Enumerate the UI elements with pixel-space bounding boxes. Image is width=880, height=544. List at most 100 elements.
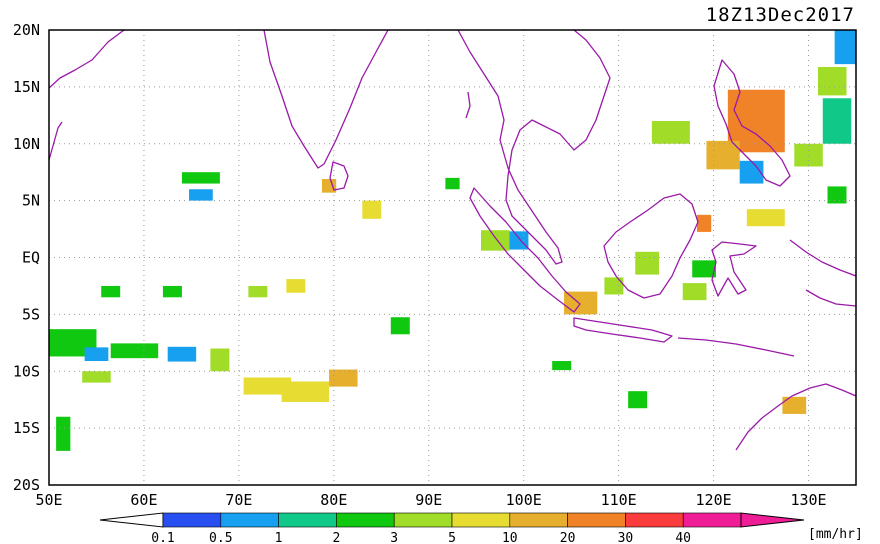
coastline-horn-of-africa bbox=[49, 121, 63, 161]
colorbar-label: 40 bbox=[675, 531, 691, 544]
coastline-borneo bbox=[603, 193, 699, 299]
rain-cell bbox=[628, 391, 648, 409]
lon-tick-label: 120E bbox=[696, 491, 732, 509]
rain-cell bbox=[692, 260, 716, 278]
coastline-moluccas bbox=[805, 289, 856, 307]
lon-tick-label: 70E bbox=[225, 491, 252, 509]
lat-tick-label: 15N bbox=[13, 78, 40, 96]
lat-tick-label: 15S bbox=[13, 419, 40, 437]
coastline-new-guinea bbox=[789, 239, 856, 277]
colorbar-label: 0.1 bbox=[151, 531, 174, 544]
lon-tick-label: 110E bbox=[601, 491, 637, 509]
axis-labels: 50E 60E 70E 80E 90E 100E 110E 120E 130E 20N 15N 10N… bbox=[13, 21, 827, 509]
rain-cell bbox=[110, 343, 159, 359]
rain-layer bbox=[49, 30, 856, 451]
rain-cell bbox=[834, 30, 856, 65]
rain-cell bbox=[181, 172, 220, 184]
rain-cell bbox=[362, 200, 382, 219]
rain-cell bbox=[243, 377, 292, 395]
rain-cell bbox=[822, 98, 852, 144]
lat-tick-label: EQ bbox=[22, 249, 40, 267]
colorbar-segment bbox=[625, 512, 684, 528]
rain-cell bbox=[604, 277, 624, 295]
colorbar-segment bbox=[509, 512, 568, 528]
coastline-sumatra bbox=[469, 187, 581, 313]
rain-cell bbox=[189, 189, 213, 201]
rain-cell bbox=[329, 369, 358, 387]
colorbar-label: 20 bbox=[560, 531, 576, 544]
lon-tick-label: 90E bbox=[415, 491, 442, 509]
coastline-java bbox=[573, 317, 673, 343]
rain-cell bbox=[818, 66, 847, 96]
units-label: [mm/hr] bbox=[808, 527, 863, 542]
rain-cell bbox=[739, 160, 764, 184]
rain-cell bbox=[635, 251, 659, 275]
lon-tick-label: 50E bbox=[35, 491, 62, 509]
coastline-australia bbox=[735, 383, 856, 451]
rain-cell bbox=[248, 285, 268, 298]
lat-tick-label: 10S bbox=[13, 362, 40, 380]
rain-cell bbox=[321, 179, 337, 193]
colorbar-segment bbox=[162, 512, 222, 528]
colorbar: 0.1 0.5 1 2 3 5 10 20 30 40 bbox=[99, 512, 805, 544]
coastline-arabia bbox=[49, 30, 125, 89]
colorbar-label: 10 bbox=[502, 531, 518, 544]
lon-tick-label: 80E bbox=[320, 491, 347, 509]
lat-tick-label: 5N bbox=[22, 192, 40, 210]
colorbar-segment bbox=[220, 512, 279, 528]
lat-tick-label: 5S bbox=[22, 305, 40, 323]
colorbar-segment bbox=[567, 512, 626, 528]
rain-cell bbox=[167, 346, 197, 362]
colorbar-segment bbox=[336, 512, 395, 528]
rain-cell bbox=[445, 177, 460, 190]
grid-lines bbox=[49, 30, 856, 485]
colorbar-label: 30 bbox=[618, 531, 634, 544]
coastline-lesser-sunda bbox=[677, 337, 795, 357]
coastline-malay-peninsula bbox=[457, 30, 611, 265]
rain-cell bbox=[82, 371, 111, 383]
rain-cell bbox=[281, 381, 330, 402]
coastlines bbox=[49, 30, 856, 451]
rain-cell bbox=[746, 209, 785, 227]
coastline-sulawesi bbox=[711, 241, 757, 297]
rain-cell bbox=[696, 214, 712, 232]
colorbar-over-triangle bbox=[740, 512, 805, 528]
rain-cell bbox=[56, 416, 71, 451]
rain-cell bbox=[827, 186, 847, 204]
coastline-sri-lanka bbox=[329, 161, 349, 191]
colorbar-label: 2 bbox=[332, 531, 340, 544]
colorbar-label: 1 bbox=[275, 531, 283, 544]
colorbar-label: 0.5 bbox=[209, 531, 232, 544]
coastline-andaman bbox=[465, 91, 471, 119]
coastline-india bbox=[263, 30, 389, 169]
lon-tick-label: 100E bbox=[506, 491, 542, 509]
rain-cell bbox=[480, 230, 510, 251]
colorbar-segment bbox=[278, 512, 337, 528]
rain-cell bbox=[101, 285, 121, 298]
rain-cell bbox=[509, 231, 529, 250]
colorbar-segment bbox=[451, 512, 511, 528]
rain-cell bbox=[782, 396, 807, 414]
lon-tick-label: 130E bbox=[790, 491, 826, 509]
rain-cell bbox=[552, 361, 572, 371]
rain-cell bbox=[286, 279, 306, 293]
plot-frame bbox=[48, 29, 857, 486]
lat-tick-label: 20N bbox=[13, 21, 40, 39]
rain-cell bbox=[162, 285, 182, 298]
colorbar-label: 3 bbox=[390, 531, 398, 544]
map-title: 18Z13Dec2017 bbox=[706, 4, 855, 26]
rain-cell bbox=[84, 347, 109, 362]
rain-cell bbox=[706, 140, 740, 170]
colorbar-under-triangle bbox=[99, 512, 164, 528]
rain-cell bbox=[210, 348, 230, 372]
rain-cell bbox=[682, 283, 707, 301]
coastline-philippines bbox=[713, 59, 791, 187]
colorbar-segment bbox=[393, 512, 453, 528]
lat-tick-label: 20S bbox=[13, 476, 40, 494]
lon-tick-label: 60E bbox=[130, 491, 157, 509]
rain-cell bbox=[651, 121, 690, 144]
lat-tick-label: 10N bbox=[13, 135, 40, 153]
rain-cell bbox=[390, 317, 410, 335]
plot-area bbox=[49, 30, 856, 485]
